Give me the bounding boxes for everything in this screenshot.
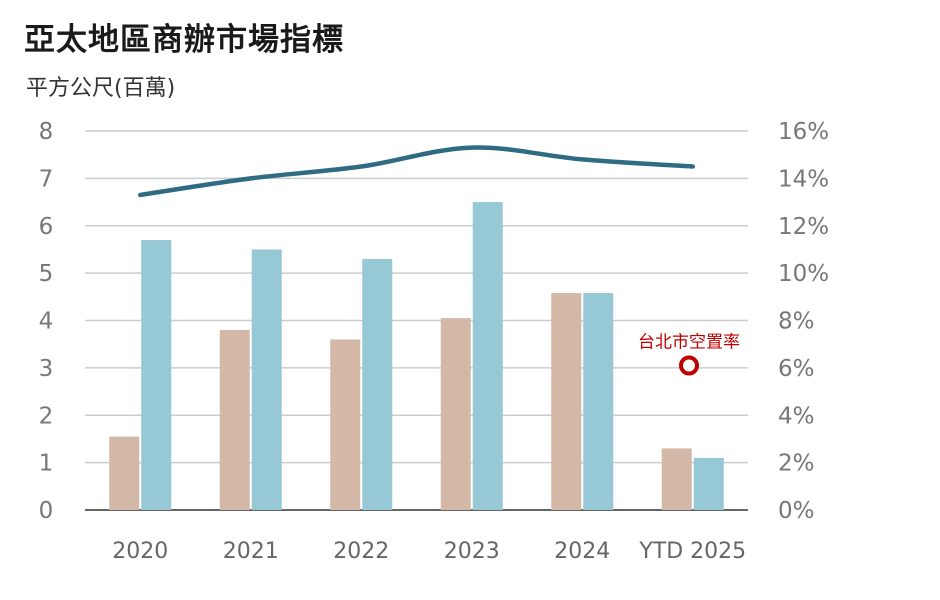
y-tick-label: 1 [39, 451, 54, 477]
y2-tick-label: 14% [778, 166, 829, 192]
left-axis-labels: 0 1 2 3 4 5 6 7 8 [39, 119, 54, 524]
x-tick-label: 2023 [444, 539, 500, 564]
vacancy-rate-line [138, 145, 695, 198]
x-tick-label: 2022 [333, 539, 389, 564]
right-axis-labels: 0% 2% 4% 6% 8% 10% 12% 14% 16% [778, 119, 829, 524]
y2-tick-label: 10% [778, 261, 829, 287]
line-series [138, 145, 695, 198]
bar [551, 293, 582, 510]
bar [440, 318, 471, 510]
y2-tick-label: 12% [778, 214, 829, 240]
y2-tick-label: 4% [778, 403, 815, 429]
bar [109, 436, 140, 510]
y-tick-label: 4 [39, 309, 54, 335]
bar [330, 339, 361, 510]
legend-label: 台北市空置率 [638, 333, 740, 353]
bar [583, 293, 614, 510]
y2-tick-label: 2% [778, 451, 815, 477]
bar [362, 258, 393, 510]
y-tick-label: 6 [39, 214, 54, 240]
bar [141, 239, 172, 510]
y-tick-label: 3 [39, 356, 54, 382]
y2-tick-label: 6% [778, 356, 815, 382]
y2-tick-label: 8% [778, 309, 815, 335]
x-tick-label: YTD 2025 [638, 539, 746, 564]
gridlines [85, 130, 748, 511]
bar [251, 249, 282, 510]
y-tick-label: 2 [39, 403, 54, 429]
y-axis-unit-label: 平方公尺(百萬) [26, 76, 176, 101]
annotations: 台北市空置率 [638, 333, 740, 376]
chart-title: 亞太地區商辦市場指標 [24, 22, 344, 58]
bar [693, 457, 724, 510]
y2-tick-label: 0% [778, 498, 815, 524]
bars [109, 202, 724, 510]
y-tick-label: 8 [39, 119, 54, 145]
y-tick-label: 5 [39, 261, 54, 287]
bar [661, 448, 692, 510]
x-tick-label: 2024 [554, 539, 610, 564]
x-axis-labels: 2020 2021 2022 2023 2024 YTD 2025 [112, 539, 746, 564]
legend-marker [679, 355, 699, 376]
x-tick-label: 2020 [112, 539, 168, 564]
x-tick-label: 2021 [223, 539, 279, 564]
bar [219, 329, 250, 510]
y-tick-label: 7 [39, 166, 54, 192]
y-tick-label: 0 [39, 498, 54, 524]
bar [472, 202, 503, 510]
y2-tick-label: 16% [778, 119, 829, 145]
